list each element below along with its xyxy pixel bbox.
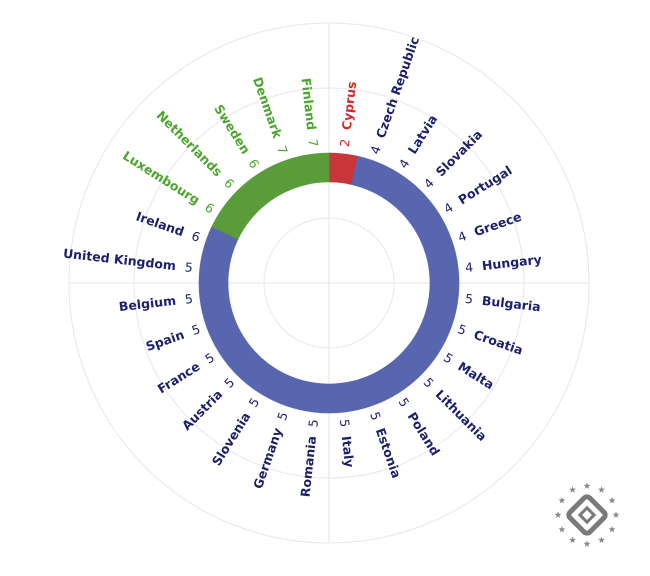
category-label-sweden: Sweden <box>211 102 253 157</box>
value-label-croatia: 5 <box>456 321 468 338</box>
value-label-sweden: 6 <box>246 156 263 171</box>
value-label-spain: 5 <box>190 321 202 338</box>
category-label-spain: Spain <box>144 327 186 354</box>
value-label-romania: 5 <box>305 418 321 428</box>
value-label-slovenia: 5 <box>246 395 263 410</box>
value-label-poland: 5 <box>396 395 413 410</box>
category-label-lithuania: Lithuania <box>433 387 490 444</box>
value-label-belgium: 5 <box>184 291 194 307</box>
value-label-estonia: 5 <box>367 410 384 422</box>
value-label-netherlands: 6 <box>221 175 237 191</box>
category-label-united-kingdom: United Kingdom <box>62 246 176 274</box>
category-label-poland: Poland <box>405 409 443 458</box>
value-label-bulgaria: 5 <box>464 291 474 307</box>
category-label-hungary: Hungary <box>481 252 542 274</box>
value-label-malta: 5 <box>441 350 456 367</box>
category-label-cyprus: Cyprus <box>339 81 359 131</box>
value-label-germany: 5 <box>274 410 291 422</box>
category-label-finland: Finland <box>298 77 319 131</box>
value-label-austria: 5 <box>221 375 237 391</box>
value-label-slovakia: 4 <box>421 175 437 191</box>
value-label-ireland: 6 <box>190 228 203 245</box>
category-label-malta: Malta <box>455 359 496 393</box>
value-label-czech-republic: 4 <box>367 144 384 157</box>
category-label-netherlands: Netherlands <box>154 108 226 180</box>
category-label-germany: Germany <box>250 426 285 491</box>
category-label-france: France <box>155 359 203 397</box>
value-label-united-kingdom: 5 <box>184 259 194 275</box>
chart-grid <box>68 22 590 544</box>
category-label-latvia: Latvia <box>405 112 441 157</box>
value-label-hungary: 4 <box>464 259 474 275</box>
category-label-belgium: Belgium <box>118 293 177 314</box>
value-label-cyprus: 2 <box>337 138 353 148</box>
stars-logo-icon <box>554 482 620 547</box>
value-label-france: 5 <box>202 350 217 367</box>
category-label-croatia: Croatia <box>472 327 525 358</box>
value-label-greece: 4 <box>456 228 469 245</box>
value-label-lithuania: 5 <box>421 375 437 391</box>
category-label-luxembourg: Luxembourg <box>120 148 202 208</box>
value-label-italy: 5 <box>337 418 353 428</box>
value-label-portugal: 4 <box>441 199 456 216</box>
category-label-austria: Austria <box>179 387 226 434</box>
value-label-luxembourg: 6 <box>202 200 217 217</box>
category-label-romania: Romania <box>297 435 319 498</box>
value-label-finland: 7 <box>305 138 321 148</box>
value-label-latvia: 4 <box>396 156 413 171</box>
segment-finland <box>299 152 330 185</box>
category-label-slovakia: Slovakia <box>433 127 486 180</box>
category-label-greece: Greece <box>472 209 523 239</box>
value-label-denmark: 7 <box>274 144 291 156</box>
category-label-czech-republic: Czech Republic <box>373 35 422 140</box>
category-label-italy: Italy <box>339 435 357 468</box>
chart-segments <box>198 152 460 414</box>
category-label-ireland: Ireland <box>134 209 186 240</box>
category-label-denmark: Denmark <box>250 75 285 141</box>
category-label-bulgaria: Bulgaria <box>481 293 541 315</box>
